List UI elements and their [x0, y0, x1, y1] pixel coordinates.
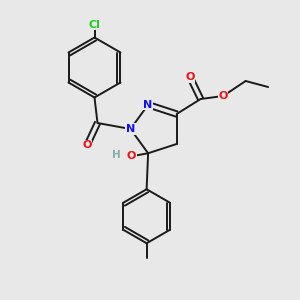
- Text: H: H: [112, 150, 121, 160]
- Text: O: O: [127, 151, 136, 161]
- Text: N: N: [126, 124, 135, 134]
- Text: O: O: [82, 140, 92, 151]
- Text: Cl: Cl: [88, 20, 101, 30]
- Text: N: N: [143, 100, 153, 110]
- Text: O: O: [185, 72, 195, 82]
- Text: O: O: [218, 91, 228, 101]
